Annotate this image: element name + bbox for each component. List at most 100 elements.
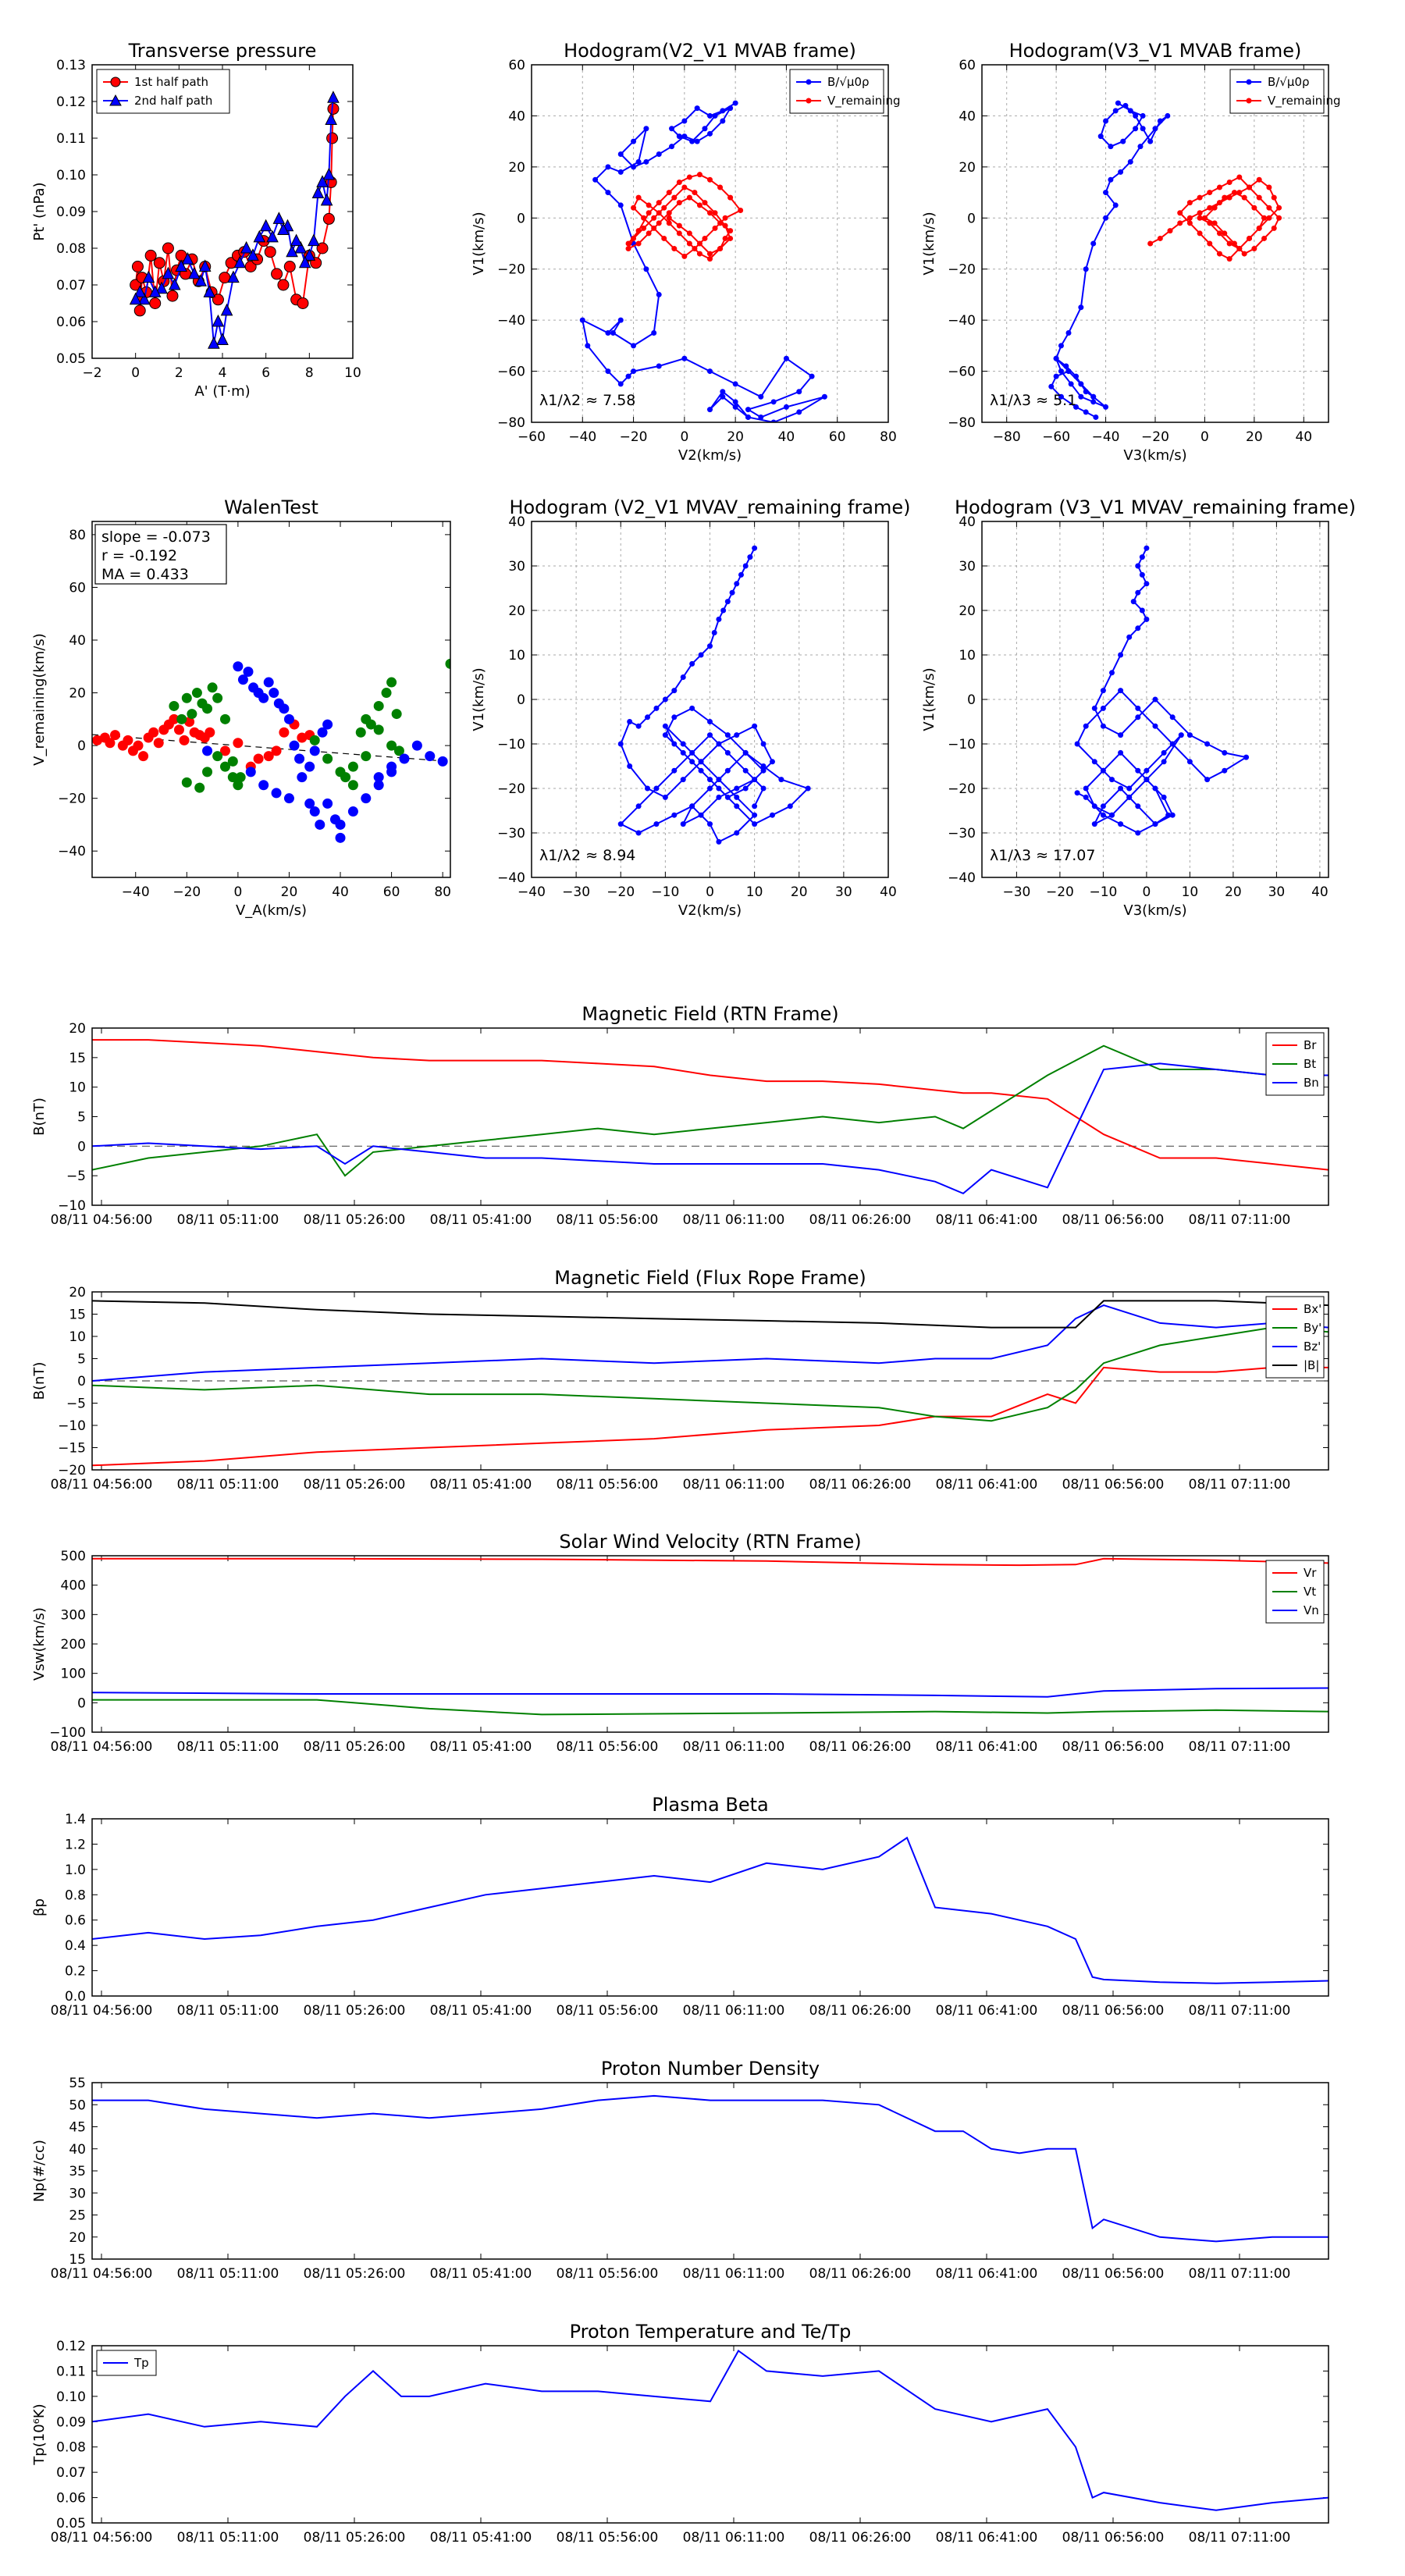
walen-point: [235, 772, 246, 783]
walen-point: [212, 751, 223, 762]
h4-point: [1135, 589, 1141, 596]
h3-point: [635, 830, 642, 836]
h1-xtick-label: 40: [778, 429, 795, 445]
tsV-ytick-label: 300: [61, 1607, 86, 1623]
tp-point: [247, 248, 259, 261]
tsNp-xtick-label: 08/11 05:41:00: [430, 2266, 532, 2282]
tp-point: [131, 261, 144, 272]
h3-point: [707, 821, 713, 827]
h1-point: [651, 225, 657, 231]
walen-point: [317, 727, 328, 738]
tsFR-series-By': [91, 1326, 1329, 1422]
h3-point: [716, 777, 722, 783]
h2-point: [1073, 404, 1080, 410]
h2-point: [1083, 389, 1089, 395]
tp-point: [283, 261, 296, 272]
h2-point: [1152, 126, 1158, 132]
walen-ytick-label: −20: [58, 792, 86, 807]
tp-point: [175, 259, 187, 272]
h2-point: [1103, 190, 1109, 196]
h1-point: [689, 138, 695, 144]
tp-point: [259, 219, 272, 232]
h1-ytick-label: −20: [497, 262, 525, 278]
h3-point: [760, 763, 767, 769]
h1-xlabel: V2(km/s): [678, 447, 742, 464]
h4-point: [1100, 705, 1106, 711]
tsB-series-Br: [92, 1039, 1329, 1171]
walen-point: [233, 661, 244, 672]
h4-point: [1100, 688, 1106, 694]
tp-point: [303, 248, 316, 261]
h4-point: [1204, 741, 1211, 747]
tp-point: [137, 292, 151, 305]
tsTp-ytick-label: 0.10: [56, 2389, 86, 2405]
h2-xtick-label: −20: [1141, 429, 1169, 445]
tsFR-ytick-label: 0: [77, 1374, 86, 1389]
h4-xtick-label: 40: [1311, 884, 1329, 900]
tsB-ytick-label: −10: [58, 1198, 86, 1214]
h2-point: [1127, 158, 1133, 165]
h3-point: [760, 741, 767, 747]
walen-point: [373, 724, 384, 735]
chart-h4: −30 −20 −10 0 10 20 30 40−40−30−20−10010203040H…: [921, 496, 1356, 919]
walen-point: [355, 727, 366, 738]
tsTp-ytick-label: 0.07: [56, 2465, 86, 2481]
tp-point: [322, 212, 335, 225]
h1-series-line: [581, 102, 825, 422]
h2-point: [1231, 240, 1237, 247]
tsB-legend-label: Br: [1304, 1038, 1317, 1052]
h3-point: [747, 554, 753, 560]
h1-point: [631, 343, 637, 349]
h2-point: [1186, 215, 1193, 221]
tp-point: [203, 285, 216, 297]
h2-point: [1216, 251, 1222, 257]
h2-point: [1090, 399, 1097, 405]
h1-point: [696, 251, 702, 257]
h1-point: [646, 202, 652, 208]
tsB-ytick-label: 15: [69, 1051, 86, 1066]
walen-stat-2: MA = 0.433: [101, 566, 189, 583]
tsV-xtick-label: 08/11 05:41:00: [430, 1739, 532, 1755]
walen-point: [386, 677, 397, 688]
walen-xtick-label: 80: [434, 884, 451, 900]
h2-point: [1065, 330, 1072, 336]
h1-point: [783, 404, 789, 410]
tsV-xtick-label: 08/11 05:11:00: [177, 1739, 279, 1755]
tsBeta-xtick-label: 08/11 07:11:00: [1189, 2003, 1291, 2019]
h4-point: [1083, 785, 1089, 792]
walen-point: [391, 709, 402, 720]
h1-ytick-label: −80: [497, 415, 525, 431]
h3-point: [738, 571, 744, 578]
h3-point: [787, 803, 793, 809]
tp-legend-box: [96, 69, 230, 114]
h1-point: [669, 126, 675, 132]
h4-point: [1144, 545, 1150, 551]
h2-point: [1090, 240, 1097, 247]
h1-xtick-label: −60: [518, 429, 546, 445]
tsBeta-xtick-label: 08/11 06:11:00: [683, 2003, 785, 2019]
h3-point: [698, 759, 704, 765]
h2-point: [1115, 100, 1121, 106]
h3-point: [734, 732, 740, 738]
chart-h2: −80 −60 −40 −20 0 20 40 −80 −60 −40 −20 0 20 40 60 Hodo…: [921, 40, 1341, 464]
h3-point: [742, 767, 749, 774]
h3-ytick-label: −40: [497, 870, 525, 886]
h3-point: [662, 723, 668, 729]
h1-point: [717, 184, 724, 190]
tsTp-ytick-label: 0.05: [56, 2516, 86, 2532]
tp-point: [271, 268, 283, 280]
tsBeta-ytick-label: 0.0: [65, 1989, 86, 2005]
h4-point: [1126, 634, 1133, 640]
chart-h1: −60 −40 −20 0 20 40 60 80−80−60−40−200204060Hod…: [471, 40, 901, 464]
tsBeta-ytick-label: 1.2: [65, 1837, 86, 1852]
h2-point: [1207, 190, 1213, 196]
walen-point: [263, 751, 274, 762]
tsNp-xtick-label: 08/11 06:41:00: [936, 2266, 1038, 2282]
tsB-xtick-label: 08/11 07:11:00: [1189, 1212, 1291, 1228]
tp-ytick-label: 0.09: [56, 205, 86, 220]
h1-point: [643, 126, 649, 132]
tsV-xtick-label: 08/11 06:41:00: [936, 1739, 1038, 1755]
tsTp-xtick-label: 08/11 05:26:00: [304, 2530, 406, 2546]
h4-point: [1091, 759, 1097, 765]
tsBeta-xtick-label: 08/11 05:11:00: [177, 2003, 279, 2019]
